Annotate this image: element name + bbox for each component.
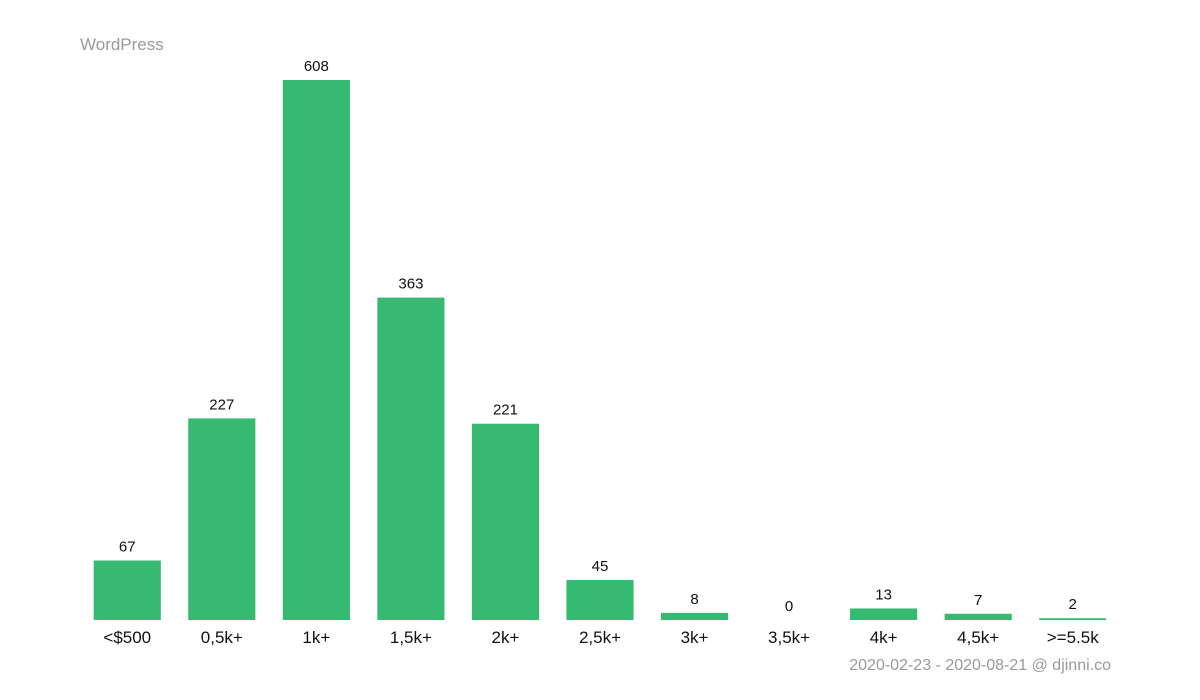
x-tick-label: 3,5k+ [768,628,810,647]
x-tick-label: 2k+ [492,628,520,647]
bar [471,423,540,620]
bar [850,608,918,620]
x-tick-label: 4k+ [870,628,898,647]
value-label: 608 [304,58,329,75]
x-tick-label: >=5.5k [1047,628,1099,647]
value-label: 67 [119,538,136,555]
x-tick-label: 4,5k+ [957,628,999,647]
bar [377,297,445,620]
value-label: 0 [785,598,793,615]
value-label: 2 [1069,596,1077,613]
x-tick-label: <$500 [103,628,151,647]
value-label: 363 [398,276,423,293]
value-label: 221 [493,402,518,419]
chart-title: WordPress [80,35,164,54]
bar [660,612,729,620]
bar [188,418,256,620]
x-tick-label: 3k+ [681,628,709,647]
x-tick-label: 1,5k+ [390,628,432,647]
value-label: 13 [875,586,892,603]
bar [566,580,634,620]
x-tick-label: 1k+ [302,628,330,647]
bar [282,80,350,620]
footnote: 2020-02-23 - 2020-08-21 @ djinni.co [849,657,1111,674]
x-tick-label: 2,5k+ [579,628,621,647]
value-label: 7 [974,592,982,609]
x-tick-label: 0,5k+ [201,628,243,647]
bar [1039,618,1107,620]
bar [93,560,161,620]
value-label: 8 [690,591,698,608]
bar [944,613,1012,620]
value-label: 45 [592,558,609,575]
value-label: 227 [209,396,234,413]
